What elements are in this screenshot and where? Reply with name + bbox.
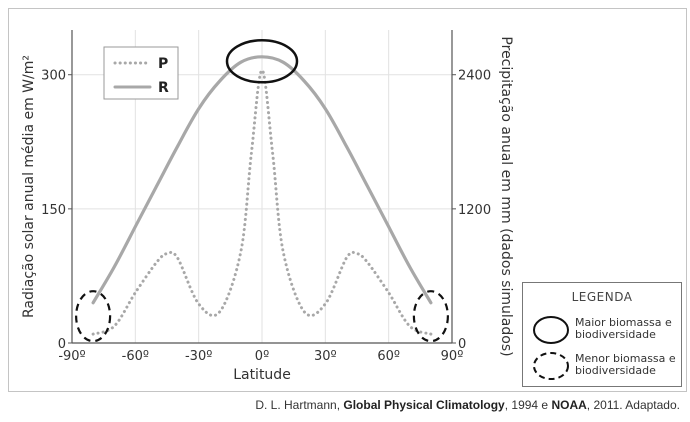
- credit-author: D. L. Hartmann,: [255, 398, 344, 412]
- dashed-ellipse-annotation-1: [75, 290, 112, 343]
- chart-legend-box: [103, 46, 179, 100]
- y-tick-label-left: 300: [41, 69, 66, 84]
- x-axis-title: Latitude: [233, 367, 291, 383]
- series-line-r: [91, 55, 433, 305]
- y-tick-label-right: 1200: [458, 203, 491, 218]
- legend-item-less-biomass: Menor biomassa e biodiversidade: [531, 351, 676, 385]
- chart: -90º -60º -30º 0º 30º 60º 90º0150300012002400L…: [21, 30, 514, 383]
- x-tick-label: -90º: [58, 349, 85, 364]
- legend-item-more-biomass: Maior biomassa e biodiversidade: [531, 315, 676, 349]
- y-axis-title-left: Radiação solar anual média em W/m²: [21, 55, 37, 318]
- dashed-ellipse-icon: [533, 352, 569, 380]
- x-tick-label: 30º: [314, 349, 337, 364]
- chart-legend-label-r: R: [158, 80, 169, 96]
- solid-ellipse-icon: [533, 316, 569, 344]
- x-tick-label: -30º: [185, 349, 212, 364]
- x-tick-label: 0º: [255, 349, 269, 364]
- y-tick-label-right: 2400: [458, 69, 491, 84]
- x-tick-label: -60º: [122, 349, 149, 364]
- y-tick-label-left: 0: [58, 337, 66, 352]
- legend-label-more-biomass: Maior biomassa e biodiversidade: [575, 316, 672, 341]
- legend-label-less-biomass: Menor biomassa e biodiversidade: [575, 352, 676, 377]
- credit-mid: , 1994 e: [504, 398, 552, 412]
- source-credit: D. L. Hartmann, Global Physical Climatol…: [255, 398, 680, 412]
- credit-book: Global Physical Climatology: [343, 398, 505, 412]
- y-axis-title-right: Precipitação anual em mm (dados simulado…: [498, 36, 514, 356]
- chart-legend-label-p: P: [158, 56, 168, 72]
- solid-ellipse-annotation-0: [225, 39, 299, 84]
- credit-org: NOAA: [551, 398, 587, 412]
- x-tick-label: 60º: [377, 349, 400, 364]
- legend-box: LEGENDA Maior biomassa e biodiversidade …: [522, 282, 682, 387]
- x-tick-label: 90º: [441, 349, 464, 364]
- dashed-ellipse-annotation-2: [412, 290, 449, 343]
- series-line-p: [91, 68, 433, 336]
- y-tick-label-right: 0: [458, 337, 466, 352]
- y-tick-label-left: 150: [41, 203, 66, 218]
- legend-title: LEGENDA: [571, 290, 633, 304]
- credit-tail: , 2011. Adaptado.: [586, 398, 680, 412]
